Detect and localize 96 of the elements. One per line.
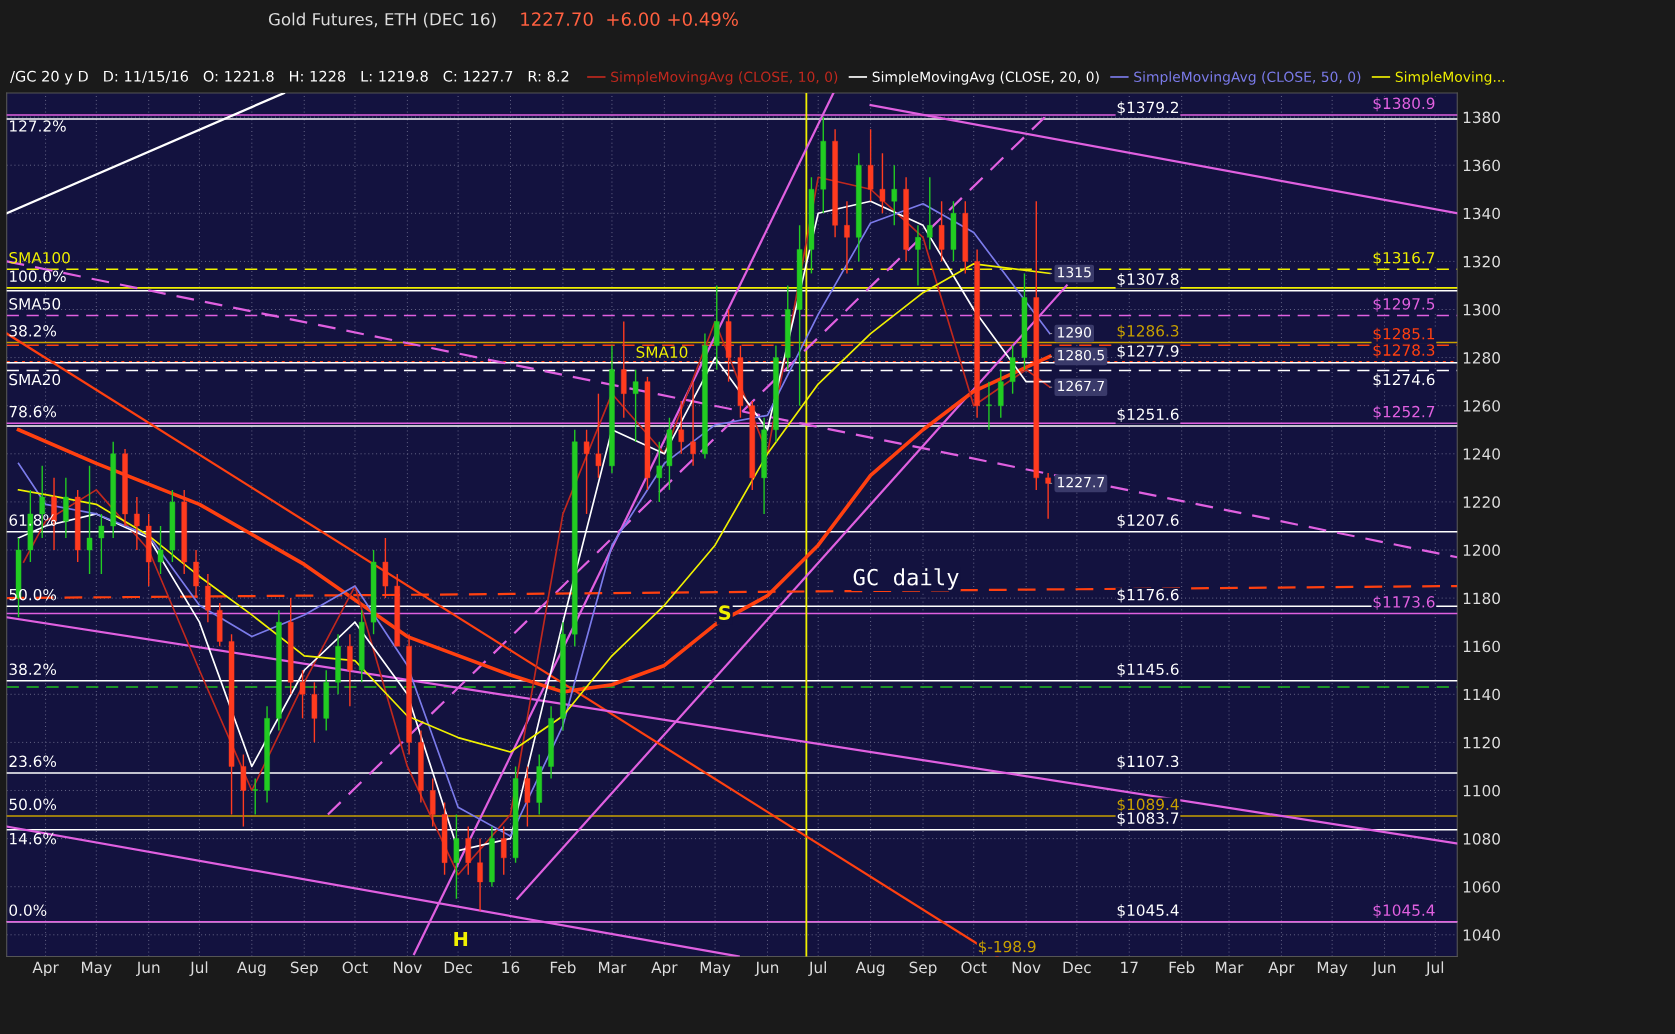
- y-tick-label: 1060: [1463, 881, 1500, 893]
- x-tick-label: Feb: [1169, 961, 1195, 974]
- chart-subtitle: 1227.70 +6.00 +0.49%: [521, 12, 738, 26]
- ref-line-label: $1083.7: [1117, 812, 1179, 826]
- x-tick-label: Sep: [290, 961, 318, 977]
- annotation: 1267.7: [1058, 380, 1104, 392]
- ref-line-label: $1176.6: [1117, 588, 1179, 603]
- x-tick-label: Sep: [909, 961, 937, 977]
- y-tick-label: 1360: [1463, 159, 1500, 172]
- x-tick-label: Dec: [444, 961, 472, 974]
- x-tick-label: Aug: [855, 961, 885, 977]
- annotation: 100.0%: [10, 270, 66, 283]
- annotation: SMA10: [636, 346, 688, 358]
- y-tick-label: 1240: [1463, 448, 1500, 460]
- x-tick-label: Mar: [599, 961, 627, 974]
- y-tick-label: 1180: [1463, 592, 1500, 605]
- annotation: 1227.7: [1058, 476, 1104, 488]
- ref-line-label: $1379.2: [1117, 101, 1179, 116]
- y-tick-label: 1200: [1463, 544, 1500, 557]
- annotation: 23.6%: [9, 755, 57, 768]
- ref-line-label: $1252.7: [1373, 405, 1435, 420]
- y-tick-label: 1140: [1463, 688, 1500, 701]
- x-tick-label: Jun: [754, 961, 779, 976]
- ref-line-label: $1173.6: [1373, 595, 1435, 610]
- ref-line-label: $1045.4: [1117, 904, 1179, 918]
- y-tick-label: 1380: [1463, 111, 1500, 124]
- y-tick-label: 1260: [1463, 400, 1500, 412]
- ref-line-label: $1278.3: [1373, 344, 1435, 358]
- x-tick-label: May: [1317, 961, 1348, 977]
- x-tick-label: Aug: [237, 961, 266, 977]
- annotation: 127.2%: [10, 120, 66, 132]
- annotation: 1315: [1058, 266, 1091, 278]
- ref-line-label: $1277.9: [1117, 344, 1179, 359]
- x-tick-label: Nov: [393, 961, 422, 974]
- ref-line-label: $1107.3: [1117, 755, 1179, 770]
- ref-line-label: $1207.6: [1117, 514, 1179, 528]
- y-tick-label: 1100: [1463, 784, 1500, 797]
- x-tick-label: Feb: [550, 961, 576, 974]
- x-tick-label: Mar: [1216, 961, 1244, 974]
- ref-line-label: $1307.8: [1117, 273, 1179, 287]
- annotation: H: [454, 931, 468, 947]
- legend-label: SimpleMovingAvg (CLOSE, 20, 0): [872, 71, 1099, 85]
- y-tick-label: 1320: [1463, 255, 1500, 268]
- ref-line-label: $1316.7: [1373, 251, 1435, 266]
- ref-line-label: $1297.5: [1373, 297, 1435, 312]
- annotation: SMA20: [9, 373, 61, 386]
- y-tick-label: 1160: [1463, 640, 1500, 653]
- annotation: 14.6%: [10, 832, 57, 845]
- x-tick-label: Apr: [651, 961, 678, 977]
- legend-label: SimpleMoving...: [1395, 71, 1505, 85]
- annotation: 1280.5: [1058, 349, 1104, 361]
- annotation: 1290: [1058, 327, 1091, 338]
- text: /GC 20 y D D: 11/15/16 O: 1221.8 H: 1228 L: 1219.8 C: 1227.7 R: 8.2: [10, 70, 569, 85]
- y-tick-label: 1080: [1463, 833, 1500, 845]
- x-tick-label: Jun: [1371, 961, 1396, 976]
- annotation: 50.0%: [9, 798, 57, 811]
- ref-line-label: $1274.6: [1373, 373, 1435, 388]
- x-tick-label: Jul: [808, 961, 826, 976]
- x-tick-label: May: [700, 961, 731, 977]
- x-tick-label: Oct: [961, 961, 987, 974]
- y-tick-label: 1220: [1463, 496, 1500, 508]
- x-tick-label: Dec: [1063, 961, 1091, 974]
- y-tick-label: 1340: [1463, 207, 1500, 220]
- annotation: $-198.9: [978, 940, 1036, 955]
- x-tick-label: May: [82, 961, 112, 977]
- x-tick-label: Oct: [342, 961, 368, 974]
- ref-line-label: $1286.3: [1117, 324, 1179, 339]
- x-tick-label: Apr: [32, 961, 59, 977]
- y-tick-label: 1300: [1463, 303, 1500, 316]
- x-tick-label: 16: [502, 961, 520, 974]
- annotation: 38.2%: [9, 663, 57, 675]
- x-tick-label: Jul: [1425, 961, 1444, 976]
- ref-line-label: $1251.6: [1117, 408, 1179, 423]
- ref-line-label: $1089.4: [1117, 798, 1179, 813]
- ref-line-label: $1145.6: [1117, 663, 1179, 678]
- ref-line-label: $1285.1: [1373, 327, 1435, 342]
- ref-line-label: $1045.4: [1373, 904, 1435, 918]
- x-tick-label: Apr: [1268, 961, 1295, 977]
- x-tick-label: Jul: [189, 961, 208, 976]
- legend-label: SimpleMovingAvg (CLOSE, 50, 0): [1134, 71, 1361, 85]
- annotation: 78.6%: [9, 405, 57, 418]
- annotation: 0.0%: [9, 904, 47, 916]
- x-tick-label: Jun: [135, 961, 160, 976]
- y-tick-label: 1280: [1463, 352, 1500, 364]
- annotation: SMA50: [9, 298, 61, 310]
- legend-label: SimpleMovingAvg (CLOSE, 10, 0): [611, 71, 838, 85]
- y-tick-label: 1120: [1463, 736, 1500, 749]
- chart-title: Gold Futures, ETH (DEC 16): [268, 12, 496, 28]
- ref-line-label: $1380.9: [1373, 97, 1435, 112]
- annotation: GC daily: [853, 568, 959, 590]
- annotation: 38.2%: [9, 325, 57, 337]
- x-tick-label: Nov: [1012, 961, 1041, 974]
- x-tick-label: 17: [1121, 961, 1138, 973]
- y-tick-label: 1040: [1463, 929, 1500, 941]
- annotation: SMA100: [9, 251, 70, 264]
- annotation: S: [719, 605, 731, 620]
